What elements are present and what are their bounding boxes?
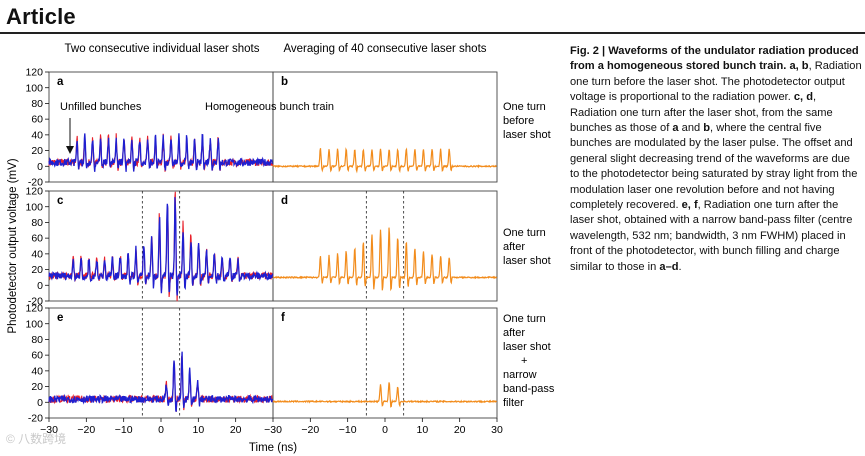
caption-ref-ef: e, f (681, 199, 698, 212)
y-tick-label: 80 (31, 98, 43, 110)
caption-text-cd: , Radiation one turn after the laser sho… (570, 91, 833, 135)
trace-e-shot-2 (48, 351, 274, 412)
caption-text-ef: , Radiation one turn after the laser sho… (570, 199, 853, 273)
y-tick-label: 80 (31, 217, 43, 229)
y-tick-label: 0 (37, 280, 43, 292)
y-tick-label: 20 (31, 145, 43, 157)
panel-letter-a: a (57, 76, 64, 88)
row-label-3: after (503, 327, 525, 339)
y-tick-label: 40 (31, 248, 43, 260)
watermark: © 八数跨境 (6, 431, 66, 446)
x-tick-label: −20 (301, 424, 319, 436)
panel-frame-b (272, 71, 498, 183)
trace-f-average (272, 382, 498, 408)
panel-frame-d (272, 190, 498, 302)
y-tick-label: 120 (25, 67, 43, 79)
y-tick-label: 120 (25, 303, 43, 315)
panel-letter-f: f (281, 312, 285, 324)
trace-c-shot-2 (48, 197, 274, 296)
y-tick-label: -20 (28, 413, 43, 425)
y-tick-label: 60 (31, 233, 43, 245)
y-tick-label: 20 (31, 381, 43, 393)
row-label-2: One turn (503, 227, 546, 239)
caption-text-central: , where the central five bunches are mod… (570, 122, 858, 212)
x-tick-label: −30 (264, 424, 282, 436)
y-tick-label: 100 (25, 82, 43, 94)
caption-text-end: . (678, 260, 682, 273)
y-tick-label: 0 (37, 397, 43, 409)
row-label-1: One turn (503, 101, 546, 113)
annotation-arrow-head (66, 146, 74, 154)
trace-b-average (272, 147, 497, 174)
y-tick-label: 100 (25, 201, 43, 213)
x-tick-label: 0 (382, 424, 388, 436)
row-label-1: laser shot (503, 129, 551, 141)
figure-caption: Fig. 2 | Waveforms of the undulator radi… (570, 44, 862, 275)
panel-letter-d: d (281, 195, 288, 207)
x-tick-label: −10 (339, 424, 357, 436)
row-label-3: laser shot (503, 341, 551, 353)
y-tick-label: 40 (31, 365, 43, 377)
x-tick-label: 20 (230, 424, 242, 436)
panel-letter-e: e (57, 312, 63, 324)
x-tick-label: 20 (454, 424, 466, 436)
caption-ref-cd: c, d (793, 91, 813, 104)
row-label-3: One turn (503, 313, 546, 325)
y-axis-label: Photodetector output voltage (mV) (7, 158, 19, 333)
row-label-2: after (503, 241, 525, 253)
caption-lead: Fig. 2 | Waveforms of the undulator radi… (570, 45, 859, 73)
x-tick-label: −10 (115, 424, 133, 436)
x-tick-label: 10 (192, 424, 204, 436)
annotation-homogeneous-train: Homogeneous bunch train (205, 101, 334, 113)
x-tick-label: 0 (158, 424, 164, 436)
x-tick-label: 30 (491, 424, 503, 436)
caption-text-ab: , Radiation one turn before the laser sh… (570, 60, 862, 104)
y-tick-label: 120 (25, 186, 43, 198)
column-title-left: Two consecutive individual laser shots (65, 43, 260, 55)
column-title-right: Averaging of 40 consecutive laser shots (283, 43, 486, 55)
row-label-3: band-pass (503, 383, 555, 395)
y-tick-label: -20 (28, 296, 43, 308)
caption-text-and: and (678, 122, 704, 135)
x-tick-label: −30 (40, 424, 58, 436)
y-tick-label: 0 (37, 161, 43, 173)
x-tick-label: 10 (416, 424, 428, 436)
trace-e-shot-1 (48, 356, 274, 412)
y-tick-label: 100 (25, 318, 43, 330)
y-tick-label: 40 (31, 129, 43, 141)
y-tick-label: 80 (31, 334, 43, 346)
row-label-3: narrow (503, 369, 537, 381)
x-axis-label: Time (ns) (249, 442, 297, 454)
row-label-3: + (521, 355, 527, 367)
caption-ref-ab: a, b (789, 60, 809, 73)
panel-letter-c: c (57, 195, 64, 207)
caption-ref-ad: a–d (659, 260, 679, 273)
article-heading: Article (6, 4, 76, 29)
x-tick-label: −20 (77, 424, 95, 436)
trace-a-shot-2 (48, 133, 274, 172)
figure-2: Two consecutive individual laser shots A… (6, 43, 555, 454)
panel-letter-b: b (281, 76, 288, 88)
caption-ref-b: b (703, 122, 711, 135)
trace-d-average (272, 227, 498, 292)
y-tick-label: 20 (31, 264, 43, 276)
row-label-3: filter (503, 397, 524, 409)
header-rule (0, 32, 865, 34)
y-tick-label: 60 (31, 114, 43, 126)
row-label-2: laser shot (503, 255, 551, 267)
caption-ref-a: a (672, 122, 679, 135)
y-tick-label: -20 (28, 177, 43, 189)
row-label-1: before (503, 115, 534, 127)
annotation-unfilled-bunches: Unfilled bunches (60, 101, 142, 113)
y-tick-label: 60 (31, 350, 43, 362)
